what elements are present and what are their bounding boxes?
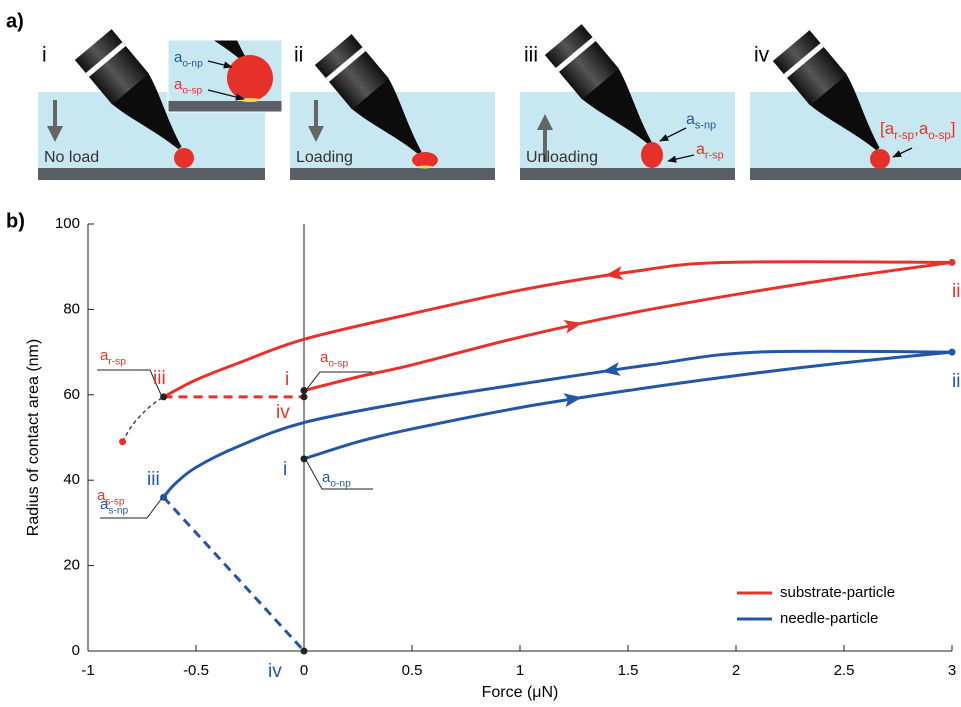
panel-caption: No load bbox=[44, 149, 99, 166]
y-tick-label: 20 bbox=[63, 557, 80, 574]
label-subscript: s-np bbox=[695, 119, 716, 131]
point bbox=[949, 259, 956, 266]
label-text: a bbox=[686, 111, 695, 128]
particle bbox=[870, 149, 890, 169]
label-text: i bbox=[285, 369, 289, 390]
panel-caption: Unloading bbox=[526, 149, 598, 166]
y-tick-label: 100 bbox=[55, 215, 80, 232]
point bbox=[301, 393, 308, 400]
label-text: iii bbox=[147, 469, 160, 490]
particle bbox=[174, 148, 194, 168]
point bbox=[301, 387, 308, 394]
x-tick-label: 0 bbox=[300, 662, 308, 679]
label-subscript: r-sp bbox=[705, 149, 724, 161]
y-tick-label: 80 bbox=[63, 300, 80, 317]
label-subscript: o-np bbox=[182, 58, 203, 69]
direction-arrow bbox=[563, 316, 584, 333]
label: ar-sp bbox=[100, 347, 126, 367]
label-text: ii bbox=[952, 281, 960, 302]
label-text: ] bbox=[951, 119, 956, 138]
label-text: iv bbox=[268, 661, 282, 682]
x-tick-label: 3 bbox=[948, 662, 956, 679]
label: i bbox=[285, 369, 289, 390]
figure: a)iNo loadiiLoadingiiiUnloadingivao-npao… bbox=[0, 0, 961, 707]
substrate bbox=[520, 168, 735, 180]
label-subscript: o-sp bbox=[928, 130, 950, 142]
panel-numeral: iii bbox=[524, 44, 538, 67]
legend-label: substrate-particle bbox=[780, 584, 895, 601]
label-text: ii bbox=[952, 371, 960, 392]
curve bbox=[164, 351, 952, 497]
label: iii bbox=[153, 368, 166, 389]
point bbox=[301, 648, 308, 655]
particle bbox=[227, 55, 273, 101]
label: iv bbox=[268, 661, 282, 682]
label: ii bbox=[952, 281, 960, 302]
point bbox=[119, 438, 126, 445]
label-text: i bbox=[283, 459, 287, 480]
label: iv bbox=[276, 402, 290, 423]
point bbox=[949, 349, 956, 356]
y-tick-label: 60 bbox=[63, 386, 80, 403]
x-tick-label: 0.5 bbox=[402, 662, 423, 679]
label-text: iv bbox=[276, 402, 290, 423]
label-subscript: o-np bbox=[330, 478, 351, 489]
panel-numeral: i bbox=[42, 44, 47, 67]
x-tick-label: -0.5 bbox=[183, 662, 209, 679]
x-tick-label: 1 bbox=[516, 662, 524, 679]
label-text: a bbox=[696, 141, 705, 158]
y-tick-label: 0 bbox=[72, 642, 80, 659]
label-subscript: r-sp bbox=[894, 130, 914, 142]
panel-numeral: ii bbox=[294, 44, 303, 67]
label: iii bbox=[147, 469, 160, 490]
x-axis-label: Force (μN) bbox=[482, 684, 559, 701]
y-axis-label: Radius of contact area (nm) bbox=[25, 339, 42, 536]
substrate bbox=[750, 168, 961, 180]
label: ao-np bbox=[322, 469, 351, 489]
label-text: iii bbox=[153, 368, 166, 389]
y-tick-label: 40 bbox=[63, 471, 80, 488]
label-subscript: o-sp bbox=[182, 85, 202, 96]
label: ao-sp bbox=[320, 349, 348, 369]
x-tick-label: 2.5 bbox=[834, 662, 855, 679]
label-subscript: s-np bbox=[108, 505, 128, 516]
substrate bbox=[290, 168, 495, 180]
panel-label: a) bbox=[6, 10, 24, 32]
x-tick-label: -1 bbox=[81, 662, 94, 679]
x-tick-label: 2 bbox=[732, 662, 740, 679]
curve bbox=[304, 262, 952, 390]
panel-a: a) i No load ii Loading iii Unloading iv a o-np a o… bbox=[6, 0, 961, 180]
particle bbox=[641, 142, 663, 168]
x-tick-label: 1.5 bbox=[618, 662, 639, 679]
panel-b: b) -1 -0.5 0 0.5 1 1.5 2 2.5 3 0 20 40 60 80 100 Force (… bbox=[6, 210, 960, 701]
panel-numeral: iv bbox=[754, 44, 770, 67]
label: i bbox=[283, 459, 287, 480]
curve bbox=[123, 397, 164, 442]
label-subscript: r-sp bbox=[108, 356, 126, 367]
curve bbox=[164, 497, 304, 651]
substrate bbox=[168, 101, 282, 112]
label-subscript: o-sp bbox=[328, 358, 348, 369]
page: a)iNo loadiiLoadingiiiUnloadingivao-npao… bbox=[0, 0, 961, 707]
substrate bbox=[38, 168, 265, 180]
label: ii bbox=[952, 371, 960, 392]
panel-caption: Loading bbox=[296, 149, 353, 166]
contact bbox=[417, 166, 433, 169]
legend-label: needle-particle bbox=[780, 610, 878, 627]
panel-label: b) bbox=[6, 210, 25, 232]
